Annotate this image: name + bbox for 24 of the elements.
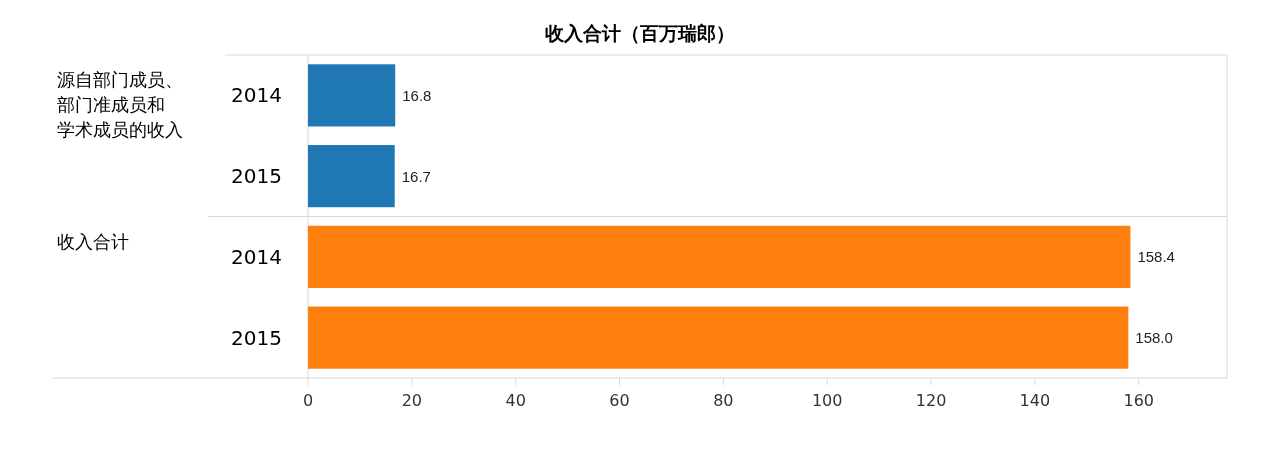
- y-tick-label: 2015: [231, 164, 282, 189]
- y-tick-label: 2015: [231, 325, 282, 350]
- x-tick-label: 120: [915, 390, 947, 410]
- x-tick-label: 100: [811, 390, 843, 410]
- x-tick-label: 40: [505, 390, 526, 410]
- x-tick-label: 160: [1123, 390, 1155, 410]
- data-label: 16.7: [401, 167, 431, 185]
- data-label: 158.0: [1135, 329, 1173, 347]
- bar: [308, 225, 1131, 288]
- bar: [308, 64, 396, 127]
- y-tick-label: 2014: [231, 83, 282, 108]
- x-tick-label: 20: [401, 390, 423, 410]
- text: 源自部门成员、部门准成员和学术成员的收入: [57, 68, 183, 140]
- x-tick-label: 80: [713, 390, 734, 410]
- x-tick-label: 140: [1019, 390, 1051, 410]
- bar: [308, 145, 395, 208]
- y-tick-label: 2014: [231, 244, 282, 269]
- x-tick-label: 60: [609, 390, 630, 410]
- chart-title: 收入合计（百万瑞郎）: [544, 22, 735, 44]
- data-label: 158.4: [1137, 248, 1175, 266]
- text: 收入合计: [57, 230, 129, 251]
- data-label: 16.8: [402, 86, 432, 104]
- bar: [308, 306, 1129, 369]
- x-tick-label: 0: [302, 390, 314, 410]
